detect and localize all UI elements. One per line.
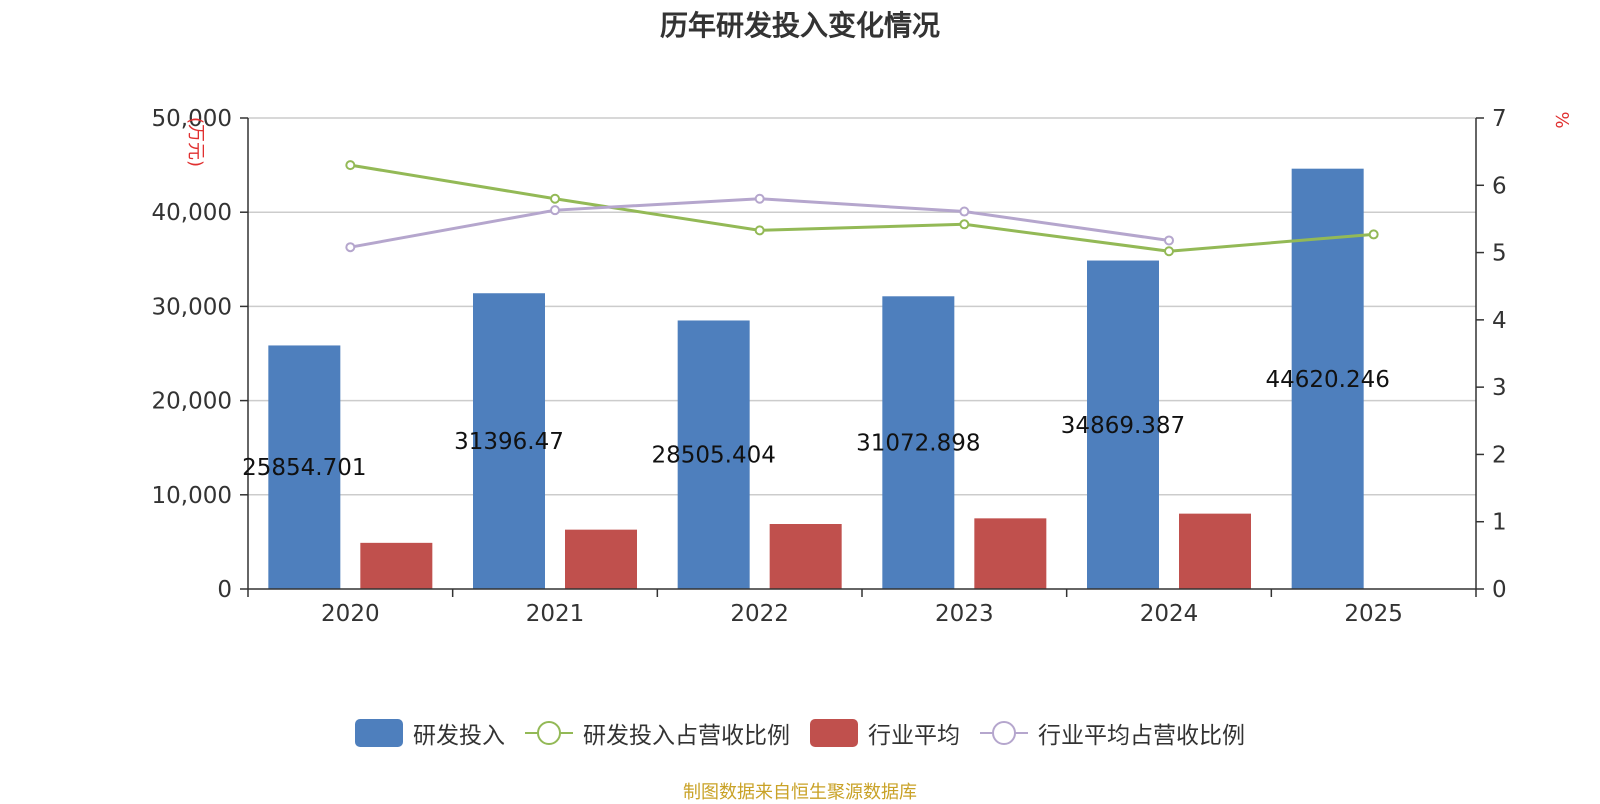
- y-left-tick-label: 0: [217, 577, 232, 603]
- y-right-tick-label: 7: [1492, 106, 1507, 132]
- data-label: 34869.387: [1061, 413, 1185, 439]
- legend-line-swatch: [980, 719, 1028, 747]
- point-rd-ratio-1: [550, 193, 560, 204]
- x-tick-label: 2022: [730, 601, 789, 627]
- x-tick-label: 2023: [935, 601, 994, 627]
- y-right-tick-label: 5: [1492, 241, 1507, 267]
- legend-label: 行业平均占营收比例: [1038, 723, 1245, 749]
- data-label: 25854.701: [242, 455, 366, 481]
- legend-item[interactable]: 研发投入: [355, 716, 505, 750]
- y-left-tick-label: 20,000: [152, 389, 232, 415]
- bar-rd-2022: [677, 320, 750, 589]
- bar-industry-2023: [974, 518, 1047, 589]
- data-label: 31396.47: [454, 429, 564, 455]
- lines: [345, 160, 1379, 257]
- legend-label: 研发投入: [413, 723, 505, 749]
- y-left-unit: (万元): [185, 117, 206, 167]
- y-right-unit: %: [1551, 111, 1572, 128]
- point-rd-ratio-0: [345, 160, 356, 171]
- point-rd-ratio-4: [1164, 246, 1174, 257]
- point-rd-ratio-5: [1368, 229, 1379, 240]
- legend-label: 研发投入占营收比例: [583, 723, 790, 749]
- y-left-tick-label: 30,000: [152, 294, 232, 320]
- y-right-tick-label: 3: [1492, 375, 1507, 401]
- point-industry-ratio-4: [1164, 235, 1174, 246]
- point-industry-ratio-0: [345, 242, 356, 253]
- data-labels: 25854.701 31396.47 28505.404 31072.898 34869…: [242, 367, 1390, 481]
- bar-industry-2021: [565, 529, 637, 589]
- y-left-tick-label: 40,000: [152, 200, 232, 226]
- data-label: 28505.404: [651, 443, 775, 469]
- x-tick-label: 2020: [321, 601, 380, 627]
- y-left-tick-label: 50,000: [152, 106, 232, 132]
- axes: 0 10,000 20,000 30,000 40,000 50,000 0 1 2 3 4 5 6 7 2…: [152, 106, 1572, 627]
- source-note: 制图数据来自恒生聚源数据库: [683, 782, 917, 803]
- bar-industry-2022: [769, 524, 842, 589]
- data-label: 31072.898: [856, 431, 980, 457]
- y-right-tick-label: 1: [1492, 510, 1507, 536]
- line-industry-ratio: [350, 197, 1170, 249]
- y-right-tick-label: 6: [1492, 173, 1507, 199]
- point-rd-ratio-3: [959, 219, 970, 230]
- grid-lines: [248, 117, 1476, 496]
- legend-line-swatch: [525, 719, 573, 747]
- legend-bar-swatch: [810, 719, 858, 747]
- y-right-tick-label: 4: [1492, 308, 1507, 334]
- line-rd-ratio: [350, 163, 1374, 253]
- bar-rd-2024: [1087, 260, 1159, 589]
- legend-item[interactable]: 研发投入占营收比例: [525, 716, 790, 750]
- bar-industry-2020: [360, 542, 433, 589]
- point-industry-ratio-3: [959, 206, 970, 217]
- bars: [268, 168, 1364, 589]
- legend-bar-swatch: [355, 719, 403, 747]
- chart-title: 历年研发投入变化情况: [659, 9, 940, 42]
- legend: 研发投入 研发投入占营收比例 行业平均 行业平均占营收比例: [0, 716, 1600, 750]
- x-tick-label: 2025: [1344, 601, 1403, 627]
- x-tick-label: 2021: [526, 601, 585, 627]
- data-label: 44620.246: [1265, 367, 1389, 393]
- legend-item[interactable]: 行业平均占营收比例: [980, 716, 1245, 750]
- point-industry-ratio-1: [550, 205, 560, 216]
- bar-rd-2021: [473, 293, 545, 589]
- x-tick-label: 2024: [1140, 601, 1199, 627]
- legend-label: 行业平均: [868, 723, 960, 749]
- bar-industry-2024: [1179, 513, 1251, 589]
- bar-rd-2020: [268, 345, 341, 589]
- point-rd-ratio-2: [754, 225, 765, 236]
- legend-item[interactable]: 行业平均: [810, 716, 960, 750]
- y-right-tick-label: 2: [1492, 442, 1507, 468]
- bar-rd-2023: [882, 296, 955, 589]
- point-industry-ratio-2: [754, 193, 765, 204]
- y-left-tick-label: 10,000: [152, 483, 232, 509]
- y-right-tick-label: 0: [1492, 577, 1507, 603]
